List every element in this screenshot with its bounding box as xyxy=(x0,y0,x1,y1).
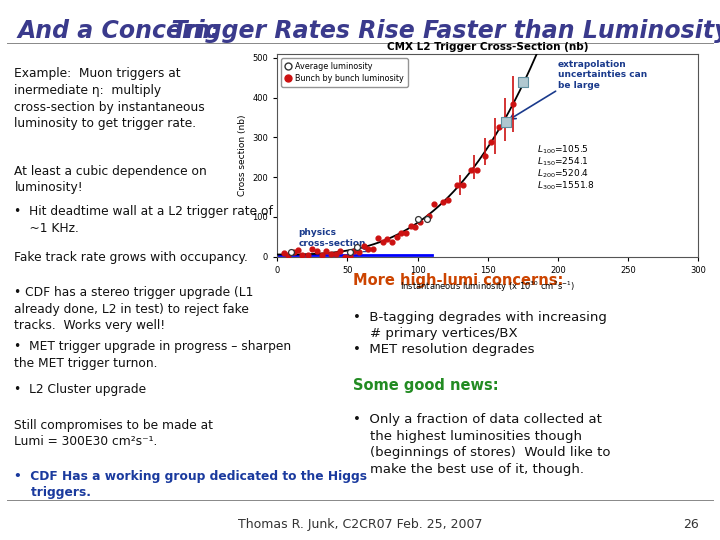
Bunch by bunch luminosity xyxy=(307,245,318,253)
Bunch by bunch luminosity xyxy=(288,248,300,256)
Text: At least a cubic dependence on
luminosity!: At least a cubic dependence on luminosit… xyxy=(14,165,207,194)
Bunch by bunch luminosity xyxy=(292,245,304,254)
Text: physics
cross-section: physics cross-section xyxy=(298,228,366,248)
Text: $L_{100}$=105.5: $L_{100}$=105.5 xyxy=(537,143,589,156)
Text: Fake track rate grows with occupancy.: Fake track rate grows with occupancy. xyxy=(14,251,248,264)
Text: Thomas R. Junk, C2CR07 Feb. 25, 2007: Thomas R. Junk, C2CR07 Feb. 25, 2007 xyxy=(238,518,482,531)
Bunch by bunch luminosity xyxy=(359,241,370,250)
Point xyxy=(517,77,528,86)
Average luminosity xyxy=(344,248,356,256)
Bunch by bunch luminosity xyxy=(423,212,435,221)
Text: Some good news:: Some good news: xyxy=(353,378,498,393)
Text: •  CDF Has a working group dedicated to the Higgs
    triggers.: • CDF Has a working group dedicated to t… xyxy=(14,470,367,500)
Bunch by bunch luminosity xyxy=(415,218,426,226)
Bunch by bunch luminosity xyxy=(409,222,420,231)
Bunch by bunch luminosity xyxy=(456,181,468,190)
Text: More high-lumi concerns:: More high-lumi concerns: xyxy=(353,273,563,288)
Title: CMX L2 Trigger Cross-Section (nb): CMX L2 Trigger Cross-Section (nb) xyxy=(387,42,588,52)
Bunch by bunch luminosity xyxy=(325,250,336,259)
Bunch by bunch luminosity xyxy=(493,123,505,131)
Text: $L_{150}$=254.1: $L_{150}$=254.1 xyxy=(537,156,589,168)
Bunch by bunch luminosity xyxy=(381,235,392,244)
Average luminosity xyxy=(285,248,297,257)
Bunch by bunch luminosity xyxy=(405,222,416,231)
Bunch by bunch luminosity xyxy=(443,196,454,205)
Text: •  Hit deadtime wall at a L2 trigger rate of
    ~1 KHz.: • Hit deadtime wall at a L2 trigger rate… xyxy=(14,205,274,235)
Average luminosity xyxy=(351,243,363,252)
Bunch by bunch luminosity xyxy=(320,247,332,256)
Bunch by bunch luminosity xyxy=(395,228,407,237)
Point xyxy=(500,117,512,126)
Text: •  MET trigger upgrade in progress – sharpen
the MET trigger turnon.: • MET trigger upgrade in progress – shar… xyxy=(14,340,292,370)
Text: 26: 26 xyxy=(683,518,698,531)
Bunch by bunch luminosity xyxy=(465,166,477,175)
Bunch by bunch luminosity xyxy=(363,245,374,253)
Legend: Average luminosity, Bunch by bunch luminosity: Average luminosity, Bunch by bunch lumin… xyxy=(282,58,408,87)
Bunch by bunch luminosity xyxy=(330,249,342,258)
Bunch by bunch luminosity xyxy=(499,114,510,123)
Bunch by bunch luminosity xyxy=(372,234,384,242)
Bunch by bunch luminosity xyxy=(437,198,449,207)
Text: Example:  Muon triggers at
inermediate η:  multiply
cross-section by instantaneo: Example: Muon triggers at inermediate η:… xyxy=(14,68,205,130)
Text: And a Concern:: And a Concern: xyxy=(18,19,221,43)
Bunch by bunch luminosity xyxy=(391,232,402,241)
Bunch by bunch luminosity xyxy=(367,245,379,253)
Bunch by bunch luminosity xyxy=(302,251,314,259)
Text: extrapolation
uncertainties can
be large: extrapolation uncertainties can be large xyxy=(558,60,647,90)
Average luminosity xyxy=(422,214,433,223)
Bunch by bunch luminosity xyxy=(353,247,364,256)
Bunch by bunch luminosity xyxy=(451,181,463,190)
Bunch by bunch luminosity xyxy=(485,138,496,147)
Text: •  B-tagging degrades with increasing
    # primary vertices/BX
•  MET resolutio: • B-tagging degrades with increasing # p… xyxy=(353,310,607,356)
Bunch by bunch luminosity xyxy=(428,200,440,208)
Text: $L_{200}$=520.4: $L_{200}$=520.4 xyxy=(537,167,589,180)
Bunch by bunch luminosity xyxy=(283,251,294,259)
Text: •  Only a fraction of data collected at
    the highest luminosities though
    : • Only a fraction of data collected at t… xyxy=(353,413,611,476)
Bunch by bunch luminosity xyxy=(508,100,519,109)
Y-axis label: Cross section (nb): Cross section (nb) xyxy=(238,114,247,196)
Bunch by bunch luminosity xyxy=(316,251,328,259)
Bunch by bunch luminosity xyxy=(279,248,290,257)
Text: •  L2 Cluster upgrade: • L2 Cluster upgrade xyxy=(14,383,147,396)
Text: $L_{300}$=1551.8: $L_{300}$=1551.8 xyxy=(537,179,595,192)
Bunch by bunch luminosity xyxy=(335,247,346,255)
Bunch by bunch luminosity xyxy=(344,251,356,260)
Bunch by bunch luminosity xyxy=(377,238,388,246)
Bunch by bunch luminosity xyxy=(339,252,351,261)
X-axis label: Instantaneous luminosity (x 10$^{30}$ cm$^2$s$^{-1}$): Instantaneous luminosity (x 10$^{30}$ cm… xyxy=(400,280,575,294)
Text: Still compromises to be made at
Lumi = 300E30 cm²s⁻¹.: Still compromises to be made at Lumi = 3… xyxy=(14,418,213,448)
Text: Trigger Rates Rise Faster than Luminosity: Trigger Rates Rise Faster than Luminosit… xyxy=(155,19,720,43)
Average luminosity xyxy=(412,214,423,223)
Bunch by bunch luminosity xyxy=(480,151,491,160)
Bunch by bunch luminosity xyxy=(297,251,308,259)
Bunch by bunch luminosity xyxy=(471,165,482,174)
Text: • CDF has a stereo trigger upgrade (L1
already done, L2 in test) to reject fake
: • CDF has a stereo trigger upgrade (L1 a… xyxy=(14,286,253,332)
Bunch by bunch luminosity xyxy=(400,229,412,238)
Bunch by bunch luminosity xyxy=(311,247,323,256)
Bunch by bunch luminosity xyxy=(348,247,360,255)
Bunch by bunch luminosity xyxy=(387,237,398,246)
